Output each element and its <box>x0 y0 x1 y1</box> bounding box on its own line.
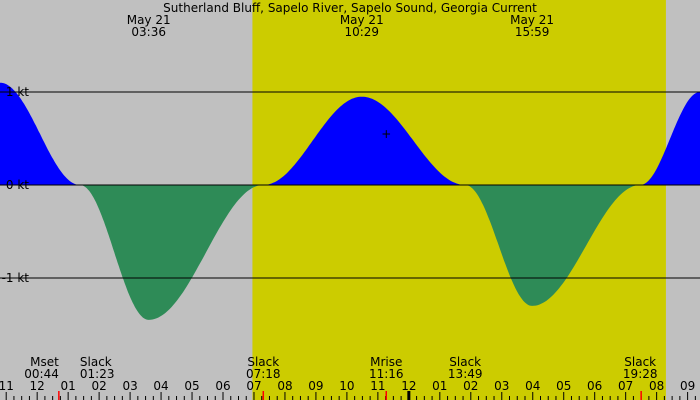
y-tick-label: -1 kt <box>2 271 30 285</box>
chart-title: Sutherland Bluff, Sapelo River, Sapelo S… <box>163 1 537 15</box>
x-tick-label: 10 <box>339 379 354 393</box>
event-time-label: 11:16 <box>369 367 404 381</box>
event-labels: Mset00:44Slack01:23Slack07:18Mrise11:16S… <box>24 355 657 381</box>
reference-lines <box>0 91 700 279</box>
y-tick-label: 0 kt <box>6 178 29 192</box>
x-tick-label: 02 <box>91 379 106 393</box>
x-tick-label: 12 <box>401 379 416 393</box>
plus-marker: + <box>381 127 391 141</box>
midnight-marker <box>407 391 411 400</box>
extreme-date-label: May 21 <box>340 13 384 27</box>
event-time-label: 01:23 <box>80 367 115 381</box>
x-axis-hours: 11 12 01 02 03 04 05 06 07 08 09 10 11 12 01 02 03 04 05 06… <box>0 379 696 400</box>
extreme-date-label: May 21 <box>510 13 554 27</box>
event-name-label: Slack <box>80 355 112 369</box>
event-time-label: 07:18 <box>246 367 281 381</box>
x-tick-label: 05 <box>556 379 571 393</box>
event-time-label: 13:49 <box>448 367 483 381</box>
event-name-label: Slack <box>624 355 656 369</box>
x-tick-label: 11 <box>370 379 385 393</box>
extreme-time-label: 15:59 <box>515 25 550 39</box>
x-tick-label: 03 <box>494 379 509 393</box>
flood-current-area <box>0 82 700 185</box>
x-tick-label: 08 <box>649 379 664 393</box>
x-tick-label: 06 <box>215 379 230 393</box>
x-tick-label: 07 <box>246 379 261 393</box>
y-tick-labels: 1 kt 0 kt -1 kt <box>2 85 30 285</box>
markers: + <box>381 127 391 141</box>
event-name-label: Mrise <box>370 355 402 369</box>
x-tick-label: 01 <box>432 379 447 393</box>
x-tick-label: 05 <box>184 379 199 393</box>
x-tick-label: 09 <box>680 379 695 393</box>
x-tick-label: 03 <box>122 379 137 393</box>
extreme-time-label: 03:36 <box>131 25 166 39</box>
ebb-current-area <box>0 185 700 320</box>
event-name-label: Mset <box>30 355 59 369</box>
event-name-label: Slack <box>449 355 481 369</box>
extreme-time-label: 10:29 <box>344 25 379 39</box>
x-tick-label: 12 <box>30 379 45 393</box>
y-tick-label: 1 kt <box>6 85 29 99</box>
extreme-date-label: May 21 <box>127 13 171 27</box>
event-name-label: Slack <box>247 355 279 369</box>
x-tick-label: 08 <box>277 379 292 393</box>
x-tick-label: 04 <box>525 379 540 393</box>
x-tick-label: 06 <box>587 379 602 393</box>
x-tick-label: 11 <box>0 379 14 393</box>
current-area-layer <box>0 82 700 320</box>
x-tick-label: 09 <box>308 379 323 393</box>
x-tick-label: 07 <box>618 379 633 393</box>
x-tick-label: 04 <box>153 379 168 393</box>
event-time-label: 19:28 <box>623 367 658 381</box>
x-tick-label: 01 <box>61 379 76 393</box>
x-tick-label: 02 <box>463 379 478 393</box>
event-time-label: 00:44 <box>24 367 59 381</box>
